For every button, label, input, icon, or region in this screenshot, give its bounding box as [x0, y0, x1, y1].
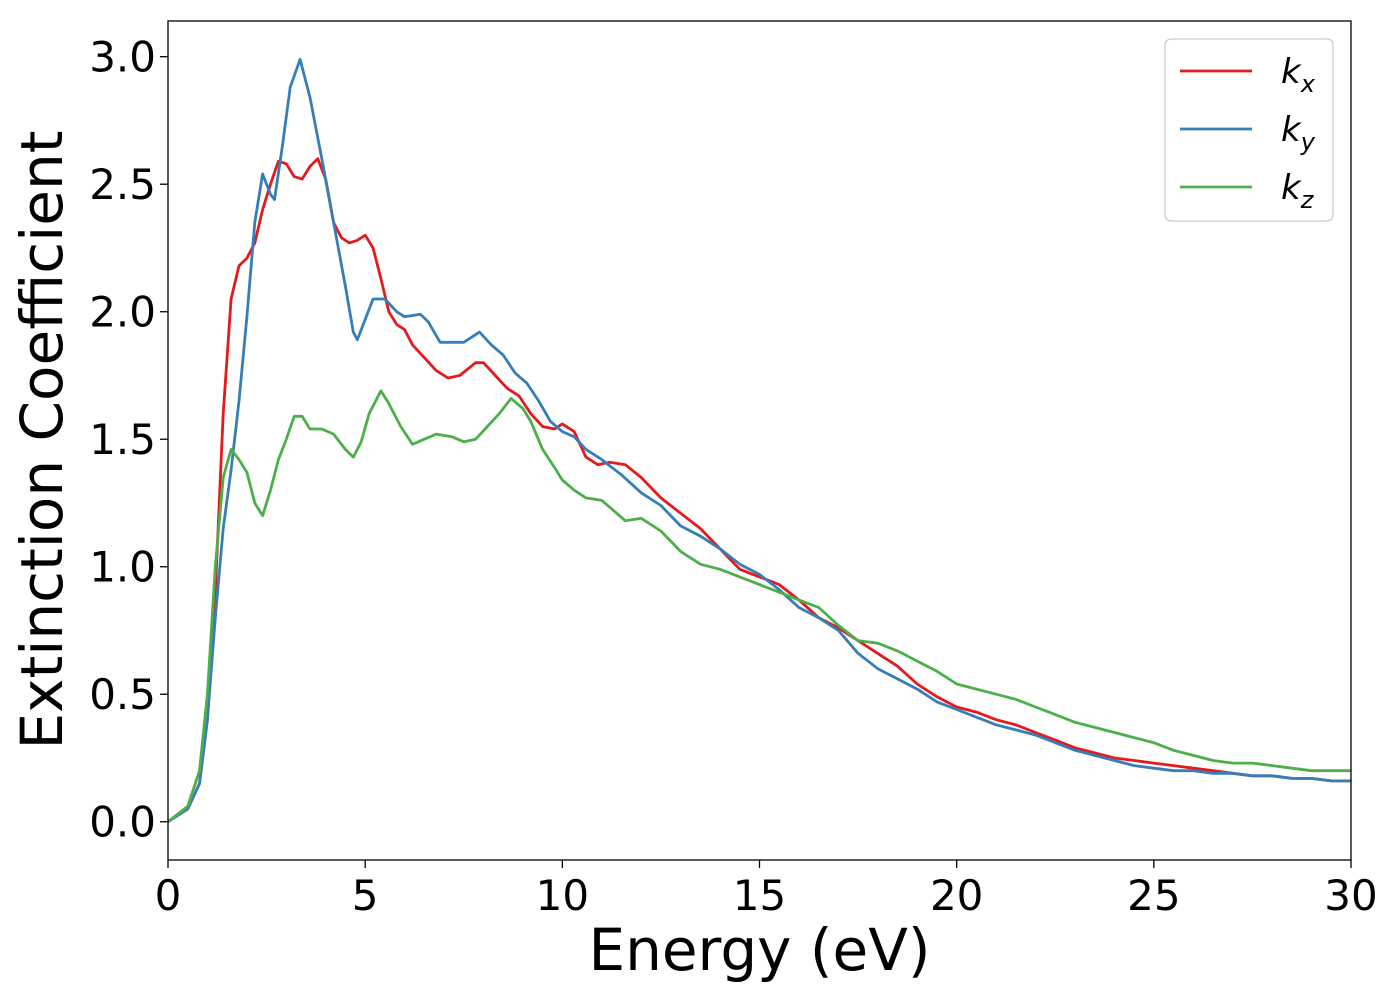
y-tick-label: 3.0	[89, 33, 156, 82]
legend-label-kx: kx	[1281, 52, 1316, 98]
legend-items: kx ky kz	[1180, 52, 1316, 214]
series-line-ky	[168, 57, 1351, 824]
x-tick-label: 5	[352, 871, 379, 920]
y-tick-label: 1.5	[89, 415, 156, 464]
legend-label-kz: kz	[1281, 168, 1315, 214]
y-tick-label: 1.0	[89, 543, 156, 592]
y-tick-label: 2.5	[89, 160, 156, 209]
x-axis-label: Energy (eV)	[588, 916, 930, 984]
y-axis-label: Extinction Coefficient	[8, 131, 76, 750]
y-tick-label: 0.5	[89, 670, 156, 719]
x-tick-label: 10	[536, 871, 589, 920]
y-axis-ticks: 0.0 0.5 1.0 1.5 2.0 2.5 3.0	[89, 33, 168, 847]
y-tick-label: 0.0	[89, 798, 156, 847]
x-tick-label: 30	[1324, 871, 1377, 920]
x-axis-ticks: 0 5 10 15 20 25 30	[155, 860, 1378, 920]
series-layer	[168, 57, 1351, 824]
y-tick-label: 2.0	[89, 288, 156, 337]
x-tick-label: 20	[930, 871, 983, 920]
x-tick-label: 15	[733, 871, 786, 920]
legend: kx ky kz	[1164, 38, 1334, 222]
x-tick-label: 25	[1127, 871, 1180, 920]
x-tick-label: 0	[155, 871, 182, 920]
series-line-kz	[168, 389, 1351, 824]
series-line-kx	[168, 157, 1351, 824]
legend-label-ky: ky	[1281, 110, 1316, 156]
